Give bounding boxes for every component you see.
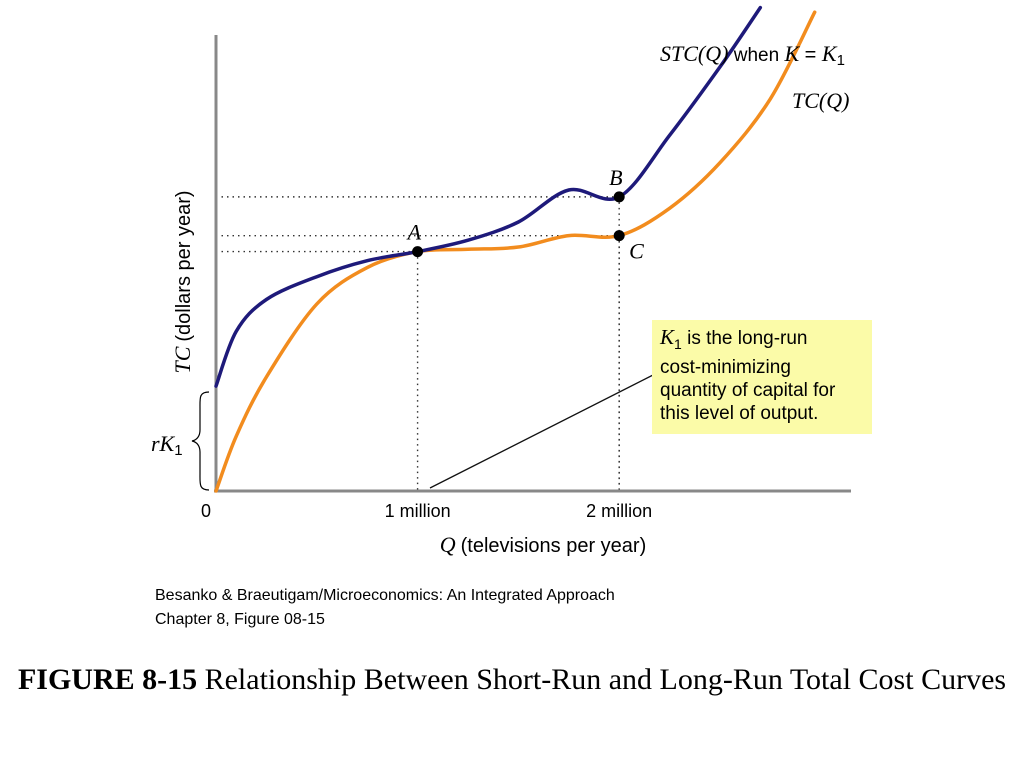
point-label-B: B	[609, 165, 622, 190]
curves	[214, 5, 817, 493]
callout-pointer-line	[429, 373, 656, 489]
tc-curve	[214, 10, 817, 493]
credit-line-2: Chapter 8, Figure 08-15	[155, 611, 325, 628]
figure-caption: FIGURE 8-15 Relationship Between Short-R…	[0, 661, 1024, 699]
point-C	[613, 230, 625, 242]
callout-line-2: cost-minimizing	[660, 356, 791, 378]
point-B	[613, 191, 625, 203]
x-tick-label: 1 million	[385, 501, 451, 521]
y-axis-label: TC(dollars per year)	[170, 190, 195, 373]
fixed-cost-brace	[191, 391, 210, 491]
x-tick-labels: 0 1 million 2 million	[201, 501, 652, 521]
source-credit: Besanko & Braeutigam/Microeconomics: An …	[155, 584, 615, 632]
x-axis-label: Q (televisions per year)	[440, 532, 647, 557]
stc-series-label: STC(Q) when K = K1	[660, 41, 845, 69]
figure-title: Relationship Between Short-Run and Long-…	[197, 663, 1007, 696]
x-tick-label: 2 million	[586, 501, 652, 521]
stc-curve	[214, 5, 763, 388]
callout-line-4: this level of output.	[660, 402, 819, 424]
axes	[214, 35, 851, 493]
fixed-cost-label: rK1	[151, 431, 183, 459]
callout-line-3: quantity of capital for	[660, 379, 836, 401]
callout-box: K1 is the long-run cost-minimizing quant…	[652, 320, 872, 434]
point-label-C: C	[629, 239, 644, 264]
points: A B C	[406, 165, 645, 264]
tc-series-label: TC(Q)	[792, 88, 849, 113]
point-A	[412, 246, 424, 258]
figure-number: FIGURE 8-15	[17, 663, 198, 696]
credit-line-1: Besanko & Braeutigam/Microeconomics: An …	[155, 587, 615, 604]
x-tick-label: 0	[201, 501, 211, 521]
point-label-A: A	[406, 220, 422, 245]
callout-line-1: K1 is the long-run	[660, 325, 808, 352]
callout-pointer	[429, 373, 656, 489]
